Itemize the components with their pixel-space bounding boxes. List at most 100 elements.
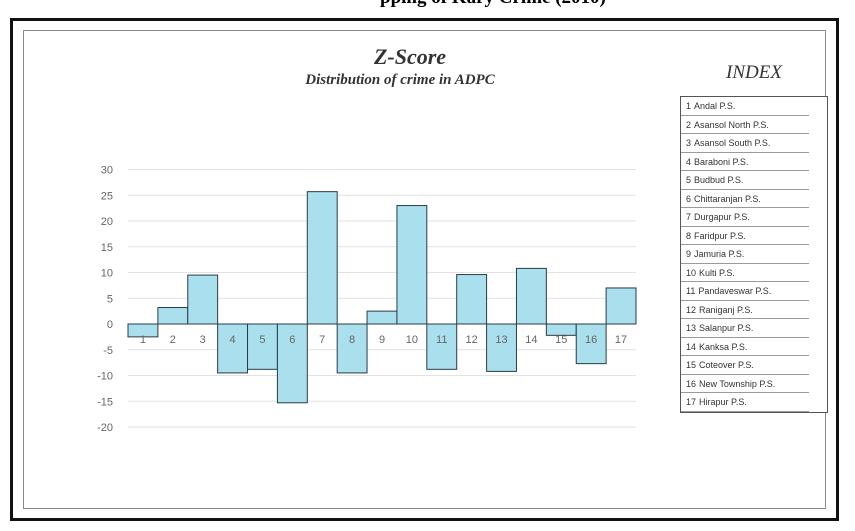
index-number: 16 xyxy=(686,378,697,389)
x-tick-label: 14 xyxy=(525,334,537,346)
top-caption-text: pping of Kary Crime (2010) xyxy=(380,0,606,9)
index-station-name: Coteover P.S. xyxy=(699,360,754,370)
row-divider xyxy=(681,114,809,116)
index-row: 13 Salanpur P.S. xyxy=(681,319,827,338)
row-divider xyxy=(681,207,809,208)
index-row: 7 Durgapur P.S. xyxy=(681,208,827,227)
bar-16 xyxy=(575,323,607,365)
bar-6 xyxy=(276,323,308,404)
index-number: 10 xyxy=(686,267,697,278)
bar-13 xyxy=(486,323,517,372)
index-row: 8 Faridpur P.S. xyxy=(681,227,827,245)
row-divider xyxy=(681,133,809,134)
index-row: 15 Coteover P.S. xyxy=(681,356,827,375)
bar-4 xyxy=(217,323,249,374)
y-tick-label: 10 xyxy=(101,268,113,280)
index-row: 12 Raniganj P.S. xyxy=(681,301,827,319)
index-station-name: Hirapur P.S. xyxy=(699,397,747,407)
index-station-name: Budbud P.S. xyxy=(694,175,744,185)
index-station-name: Jamuria P.S. xyxy=(694,249,745,259)
index-number: 4 xyxy=(686,156,692,167)
index-station-name: Andal P.S. xyxy=(694,101,736,111)
index-station-name: Kulti P.S. xyxy=(699,267,735,278)
index-number: 1 xyxy=(686,101,692,111)
row-divider xyxy=(681,299,809,301)
index-row: 2 Asansol North P.S. xyxy=(681,116,827,134)
index-station-name: Asansol North P.S. xyxy=(694,119,769,130)
index-number: 2 xyxy=(686,119,692,130)
index-station-name: Kanksa P.S. xyxy=(699,341,748,352)
index-number: 13 xyxy=(686,323,697,333)
index-number: 17 xyxy=(686,397,697,407)
row-divider xyxy=(681,410,809,412)
x-tick-label: 1 xyxy=(140,334,146,346)
x-tick-label: 8 xyxy=(349,334,355,346)
chart-subtitle: Distribution of crime in ADPC xyxy=(305,72,495,88)
index-station-name: Baraboni P.S. xyxy=(694,156,749,167)
x-tick-label: 10 xyxy=(406,334,418,346)
y-tick-label: 30 xyxy=(101,165,113,177)
index-number: 12 xyxy=(686,304,697,315)
index-row: 6 Chittaranjan P.S. xyxy=(681,190,827,208)
index-station-name: Faridpur P.S. xyxy=(694,230,746,241)
x-tick-label: 5 xyxy=(259,334,265,346)
x-tick-label: 2 xyxy=(170,334,176,346)
bar-5 xyxy=(247,323,278,370)
index-title: INDEX xyxy=(726,62,782,83)
index-row: 9 Jamuria P.S. xyxy=(681,245,827,264)
row-divider xyxy=(681,281,809,282)
bars xyxy=(127,191,637,404)
row-divider xyxy=(681,392,809,393)
index-station-name: Chittaranjan P.S. xyxy=(694,193,761,204)
index-row: 5 Budbud P.S. xyxy=(681,171,827,190)
y-tick-label: 20 xyxy=(101,216,113,228)
x-tick-label: 17 xyxy=(615,334,627,346)
index-number: 5 xyxy=(686,175,692,185)
row-divider xyxy=(681,262,809,264)
top-caption-fragment: pping of Kary Crime (2010) xyxy=(0,0,855,16)
bar-14 xyxy=(515,267,547,325)
bar-11 xyxy=(426,323,458,370)
x-tick-label: 4 xyxy=(230,334,236,346)
row-divider xyxy=(681,244,809,245)
index-row: 4 Baraboni P.S. xyxy=(681,153,827,171)
bar-2 xyxy=(157,307,189,325)
y-axis-tick-labels: 30 25 20 15 10 5 0 -5 -10 -15 -20 xyxy=(97,165,113,435)
bar-9 xyxy=(366,310,398,325)
chart-title: Z-Score xyxy=(373,44,447,69)
y-tick-label: 25 xyxy=(101,190,113,202)
x-tick-label: 3 xyxy=(200,334,206,346)
index-station-name: Salanpur P.S. xyxy=(699,323,754,333)
index-number: 3 xyxy=(686,138,692,148)
bar-7 xyxy=(306,191,338,325)
index-row: 14 Kanksa P.S. xyxy=(681,338,827,356)
index-row: 10 Kulti P.S. xyxy=(681,264,827,282)
index-number: 6 xyxy=(686,193,692,204)
y-tick-label: -15 xyxy=(97,396,113,408)
bar-17 xyxy=(605,287,637,325)
row-divider xyxy=(681,225,809,227)
index-table: 1 Andal P.S. 2 Asansol North P.S. 3 Asansol S… xyxy=(680,96,828,413)
index-number: 14 xyxy=(686,341,697,352)
x-tick-label: 11 xyxy=(436,334,447,346)
index-station-name: Pandaveswar P.S. xyxy=(698,286,772,296)
x-tick-label: 9 xyxy=(379,334,385,346)
x-tick-label: 13 xyxy=(495,334,507,346)
bar-10 xyxy=(396,205,428,325)
y-tick-label: -20 xyxy=(97,422,113,434)
x-tick-label: 6 xyxy=(289,334,295,346)
index-row: 3 Asansol South P.S. xyxy=(681,134,827,153)
x-tick-label: 16 xyxy=(585,334,597,346)
row-divider xyxy=(681,355,809,356)
x-axis-tick-labels: 1 2 3 4 5 6 7 8 9 10 11 12 13 14 15 16 17 xyxy=(140,334,627,346)
index-row: 1 Andal P.S. xyxy=(681,97,827,116)
index-number: 15 xyxy=(686,360,697,370)
y-tick-label: 15 xyxy=(101,242,113,254)
row-divider xyxy=(681,151,809,153)
bar-1 xyxy=(127,323,159,338)
index-number: 8 xyxy=(686,230,692,241)
index-number: 7 xyxy=(686,212,692,222)
bar-3 xyxy=(187,274,219,325)
x-tick-label: 15 xyxy=(555,334,567,346)
